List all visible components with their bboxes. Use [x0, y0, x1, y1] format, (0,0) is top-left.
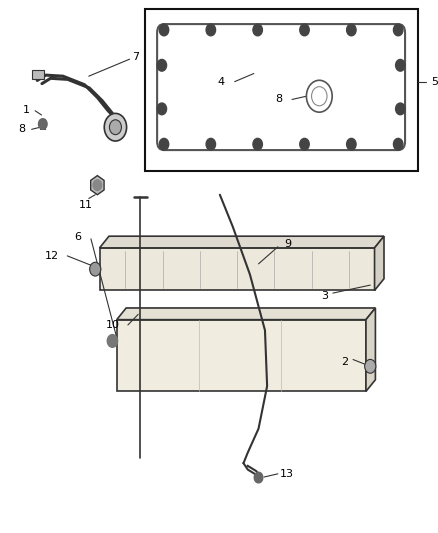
- Circle shape: [253, 139, 262, 150]
- Text: 7: 7: [132, 52, 140, 61]
- Text: 11: 11: [79, 200, 93, 211]
- Circle shape: [90, 262, 101, 276]
- Circle shape: [157, 103, 166, 115]
- Circle shape: [253, 24, 262, 36]
- Circle shape: [393, 139, 403, 150]
- Text: 6: 6: [74, 232, 81, 243]
- Circle shape: [104, 114, 127, 141]
- Circle shape: [300, 139, 309, 150]
- Bar: [117, 320, 366, 391]
- Circle shape: [346, 139, 356, 150]
- Polygon shape: [99, 236, 384, 248]
- Text: 13: 13: [279, 469, 293, 479]
- Text: 1: 1: [23, 104, 30, 115]
- Text: 5: 5: [431, 77, 438, 87]
- Text: 4: 4: [218, 77, 225, 87]
- Text: 2: 2: [341, 357, 348, 367]
- Circle shape: [159, 24, 169, 36]
- Circle shape: [365, 359, 376, 373]
- Circle shape: [107, 335, 117, 348]
- Circle shape: [346, 24, 356, 36]
- Circle shape: [157, 60, 166, 71]
- Text: 3: 3: [321, 290, 328, 301]
- Circle shape: [93, 180, 102, 190]
- Bar: [99, 248, 374, 290]
- Text: 8: 8: [275, 94, 282, 104]
- Circle shape: [39, 119, 47, 130]
- Text: 9: 9: [284, 239, 291, 249]
- Text: 8: 8: [19, 124, 26, 134]
- Circle shape: [206, 24, 215, 36]
- Text: 12: 12: [45, 251, 59, 261]
- Bar: [32, 70, 44, 79]
- Bar: [145, 9, 417, 171]
- Circle shape: [300, 24, 309, 36]
- Circle shape: [159, 139, 169, 150]
- Polygon shape: [91, 175, 104, 195]
- Circle shape: [254, 472, 263, 483]
- Polygon shape: [366, 308, 375, 391]
- Circle shape: [393, 24, 403, 36]
- Circle shape: [206, 139, 215, 150]
- Polygon shape: [117, 308, 375, 320]
- Circle shape: [110, 120, 121, 135]
- Polygon shape: [374, 236, 384, 290]
- Circle shape: [396, 60, 405, 71]
- Text: 10: 10: [106, 320, 120, 330]
- Circle shape: [396, 103, 405, 115]
- Bar: [40, 119, 46, 130]
